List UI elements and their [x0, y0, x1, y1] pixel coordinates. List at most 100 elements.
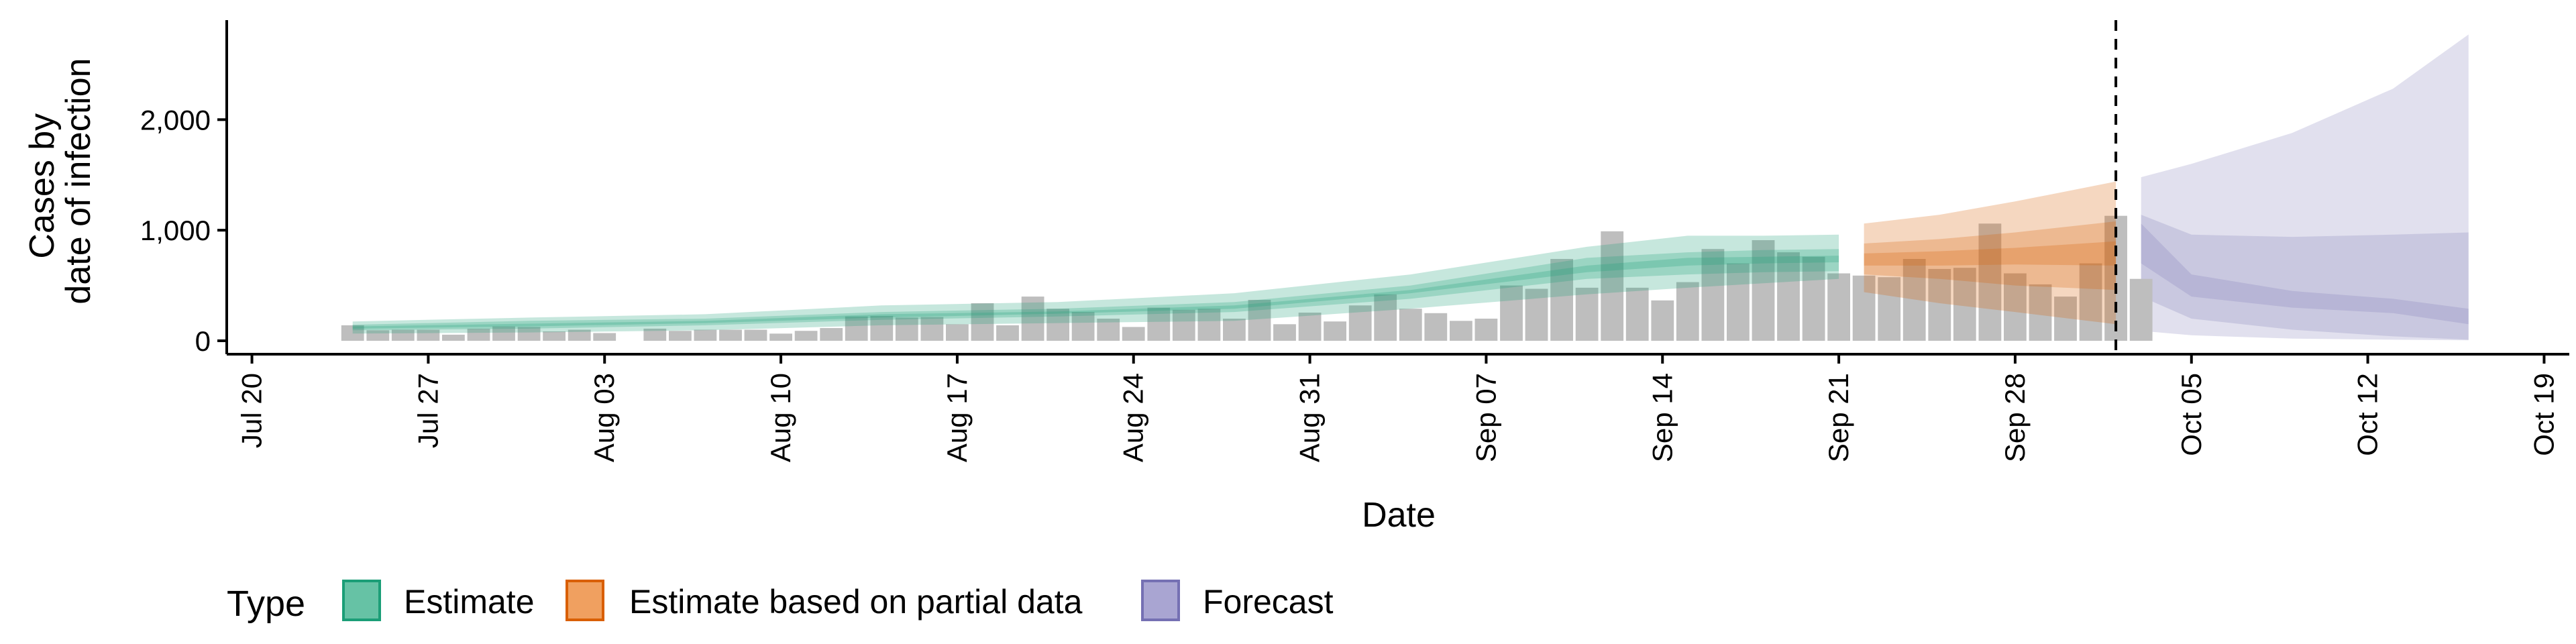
bar [1550, 259, 1573, 341]
x-tick-label: Jul 20 [236, 373, 268, 448]
y-ticks: 0 1,000 2,000 [140, 104, 227, 357]
x-tick-label: Aug 03 [588, 373, 620, 462]
bar [366, 330, 390, 341]
partial-band-1 [1864, 181, 2116, 325]
y-tick-label: 2,000 [140, 104, 211, 136]
y-tick-label: 0 [195, 325, 211, 357]
bar [1399, 309, 1422, 341]
legend-label-estimate: Estimate [404, 583, 535, 621]
legend-title: Type [227, 584, 305, 624]
bar [1122, 327, 1145, 341]
bar [341, 325, 364, 341]
x-tick-label: Aug 17 [941, 373, 973, 462]
bar [1953, 268, 1976, 341]
forecast-band-1 [2141, 34, 2469, 341]
bar [1651, 300, 1674, 341]
estimate-band-3 [352, 256, 1839, 329]
x-axis-title: Date [1362, 496, 1436, 535]
x-tick-label: Aug 10 [765, 373, 796, 462]
x-tick-label: Sep 07 [1470, 373, 1501, 462]
partial-band-3 [1864, 241, 2116, 266]
bar [1147, 307, 1171, 341]
partial-band-2 [1864, 221, 2116, 290]
y-axis-title-line-1: Cases by [23, 113, 62, 259]
x-tick-label: Sep 14 [1646, 373, 1678, 462]
bar [543, 331, 566, 341]
bar [1474, 319, 1498, 341]
bar [996, 325, 1019, 341]
bar [820, 328, 843, 341]
bar [2029, 284, 2052, 341]
bar [669, 331, 692, 341]
bar [719, 329, 742, 341]
x-tick-label: Aug 31 [1294, 373, 1326, 462]
bar [920, 317, 944, 341]
x-tick-label: Jul 27 [412, 373, 443, 448]
observed-bars [341, 215, 2153, 341]
bar [1324, 321, 1346, 341]
bar [1525, 288, 1548, 341]
forecast-band-2 [2141, 215, 2469, 340]
x-tick-label: Sep 21 [1823, 373, 1854, 462]
bar [467, 328, 490, 341]
bar [870, 315, 894, 341]
bar [1777, 252, 1800, 341]
bar [1625, 287, 1649, 341]
bar [769, 333, 792, 341]
x-tick-label: Oct 05 [2176, 373, 2207, 456]
x-tick-label: Oct 12 [2352, 373, 2383, 456]
bar [1197, 309, 1221, 341]
partial-data-ribbons [1864, 181, 2116, 325]
x-tick-label: Aug 24 [1118, 373, 1149, 462]
legend-swatch-forecast [1141, 580, 1180, 621]
y-axis-title-line-2: date of infection [59, 58, 98, 304]
forecast-ribbons [2141, 34, 2469, 341]
bar [744, 329, 767, 341]
bar [895, 317, 918, 341]
bar [971, 303, 994, 341]
bar [1450, 321, 1472, 341]
bar [1374, 294, 1397, 341]
bar [1701, 249, 1725, 341]
x-tick-label: Oct 19 [2528, 373, 2560, 456]
bar [1827, 273, 1850, 341]
bar [2004, 273, 2027, 341]
bar [492, 326, 515, 341]
bar [1424, 313, 1448, 341]
bar [1575, 287, 1599, 341]
bar [1852, 275, 1876, 341]
forecast-band-3 [2141, 223, 2469, 325]
bar [794, 331, 818, 341]
bar [1223, 319, 1246, 341]
bar [2129, 278, 2153, 341]
bar [568, 329, 591, 341]
bar [1676, 282, 1699, 341]
y-tick-label: 1,000 [140, 215, 211, 246]
bar [1752, 240, 1775, 341]
legend: Type Estimate Estimate based on partial … [227, 580, 1334, 624]
x-ticks: Jul 20 Jul 27 Aug 03 Aug 10 Aug 17 Aug 24 Aug … [236, 354, 2560, 462]
estimate-band-2 [352, 249, 1839, 331]
y-axis-title: Cases by date of infection [23, 58, 98, 304]
bar [1878, 277, 1901, 341]
bar [643, 328, 667, 341]
bar [1727, 263, 1750, 341]
bar [1802, 256, 1825, 341]
bar [593, 333, 616, 341]
bar [1071, 312, 1095, 341]
estimate-ribbons [352, 234, 1839, 334]
bar [845, 316, 868, 341]
x-tick-label: Sep 28 [1999, 373, 2031, 462]
legend-label-forecast: Forecast [1203, 583, 1334, 621]
bar [442, 334, 465, 341]
bar [1601, 231, 1624, 341]
bar [417, 329, 440, 341]
legend-label-partial: Estimate based on partial data [629, 583, 1083, 621]
axes [225, 20, 2569, 356]
bar [1348, 305, 1372, 341]
legend-swatch-estimate [342, 580, 381, 621]
bar [2054, 297, 2077, 341]
bar [694, 329, 717, 341]
bar [1902, 259, 1926, 341]
